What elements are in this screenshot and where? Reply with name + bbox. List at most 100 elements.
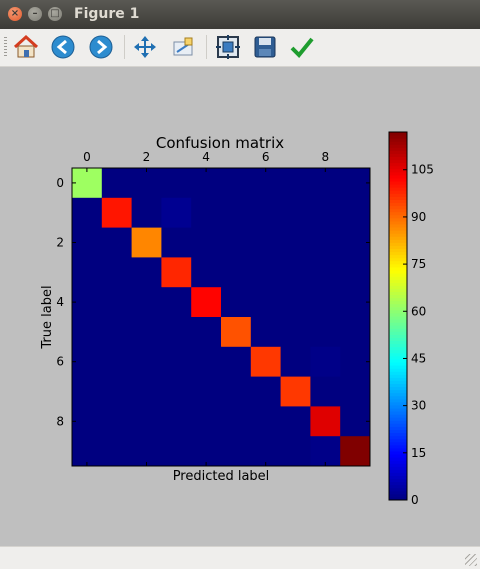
- heatmap-cell: [250, 197, 281, 228]
- colorbar-segment: [389, 469, 407, 473]
- status-bar: [0, 546, 480, 569]
- colorbar-segment: [389, 331, 407, 335]
- colorbar-segment: [389, 414, 407, 418]
- forward-icon[interactable]: [88, 34, 114, 60]
- heatmap-cell: [131, 406, 162, 437]
- colorbar-segment: [389, 156, 407, 161]
- colorbar-segment: [389, 153, 407, 158]
- save-icon[interactable]: [252, 34, 278, 60]
- heatmap-cells: [72, 168, 371, 467]
- y-tick-label: 6: [56, 355, 64, 369]
- heatmap-cell: [310, 287, 341, 318]
- colorbar-segment: [389, 365, 407, 369]
- heatmap-cell: [221, 436, 252, 467]
- toolbar-separator: [124, 35, 125, 59]
- colorbar-segment: [389, 196, 407, 200]
- heatmap-cell: [161, 317, 192, 348]
- heatmap-cell: [310, 227, 341, 258]
- zoom-icon[interactable]: [170, 34, 196, 60]
- colorbar-segment: [389, 184, 407, 188]
- colorbar-segment: [389, 260, 407, 265]
- colorbar-segment: [389, 187, 407, 191]
- heatmap-cell: [221, 406, 252, 437]
- heatmap-cell: [340, 227, 371, 258]
- heatmap-cell: [72, 227, 103, 258]
- colorbar-segment: [389, 475, 407, 480]
- heatmap-cell: [161, 168, 192, 199]
- heatmap-cell: [161, 346, 192, 377]
- colorbar-segment: [389, 420, 407, 424]
- heatmap-cell: [310, 376, 341, 407]
- back-icon[interactable]: [50, 34, 76, 60]
- heatmap-cell: [161, 406, 192, 437]
- heatmap-cell: [221, 168, 252, 199]
- colorbar-segment: [389, 248, 407, 253]
- colorbar-segment: [389, 444, 407, 449]
- heatmap-cell: [340, 257, 371, 288]
- home-icon[interactable]: [13, 34, 39, 60]
- colorbar-segment: [389, 174, 407, 179]
- heatmap-cell: [191, 436, 222, 467]
- colorbar-segment: [389, 466, 407, 470]
- colorbar-segment: [389, 496, 407, 501]
- heatmap-cell: [340, 287, 371, 318]
- maximize-icon[interactable]: □: [48, 7, 62, 21]
- colorbar-segment: [389, 343, 407, 348]
- colorbar-segment: [389, 417, 407, 421]
- colorbar-segment: [389, 472, 407, 476]
- colorbar-segment: [389, 193, 407, 197]
- minimize-icon[interactable]: –: [28, 7, 42, 21]
- colorbar-segment: [389, 303, 407, 308]
- heatmap-cell: [72, 436, 103, 467]
- heatmap-cell: [131, 436, 162, 467]
- close-icon[interactable]: ×: [8, 7, 22, 21]
- pan-icon[interactable]: [132, 34, 158, 60]
- heatmap-cell: [280, 436, 311, 467]
- heatmap-cell: [250, 168, 281, 199]
- x-tick-label: 8: [321, 150, 329, 164]
- heatmap-cell: [250, 257, 281, 288]
- heatmap-cell: [161, 197, 192, 228]
- colorbar-segment: [389, 460, 407, 464]
- heatmap-cell: [101, 406, 132, 437]
- heatmap-cell: [101, 257, 132, 288]
- heatmap-cell: [131, 317, 162, 348]
- heatmap-cell: [131, 168, 162, 199]
- colorbar-segment: [389, 306, 407, 311]
- colorbar-segment: [389, 251, 407, 256]
- heatmap-cell: [101, 168, 132, 199]
- colorbar-segment: [389, 463, 407, 467]
- heatmap-cell: [191, 317, 222, 348]
- heatmap-cell: [280, 406, 311, 437]
- heatmap-cell: [72, 346, 103, 377]
- heatmap-cell: [131, 287, 162, 318]
- colorbar-segment: [389, 362, 407, 366]
- heatmap-cell: [310, 406, 341, 437]
- colorbar-segment: [389, 380, 407, 384]
- colorbar-segment: [389, 438, 407, 443]
- resize-grip-icon[interactable]: [465, 554, 477, 566]
- colorbar-segment: [389, 389, 407, 394]
- colorbar-segment: [389, 457, 407, 461]
- colorbar-segment: [389, 392, 407, 397]
- heatmap-cell: [250, 317, 281, 348]
- heatmap-cell: [131, 227, 162, 258]
- heatmap-cell: [72, 376, 103, 407]
- x-tick-label: 6: [262, 150, 270, 164]
- colorbar-tick-label: 90: [411, 210, 426, 224]
- heatmap-cell: [310, 317, 341, 348]
- heatmap-cell: [72, 406, 103, 437]
- heatmap-cell: [340, 168, 371, 199]
- edit-check-icon[interactable]: [289, 34, 315, 60]
- heatmap-cell: [310, 257, 341, 288]
- subplots-icon[interactable]: [215, 34, 241, 60]
- heatmap-cell: [191, 346, 222, 377]
- colorbar-segment: [389, 325, 407, 329]
- heatmap-cell: [101, 436, 132, 467]
- x-axis-label: Predicted label: [173, 469, 270, 484]
- heatmap-cell: [131, 346, 162, 377]
- heatmap-cell: [191, 406, 222, 437]
- heatmap-cell: [161, 227, 192, 258]
- colorbar-segment: [389, 199, 407, 204]
- y-tick-label: 8: [56, 414, 64, 428]
